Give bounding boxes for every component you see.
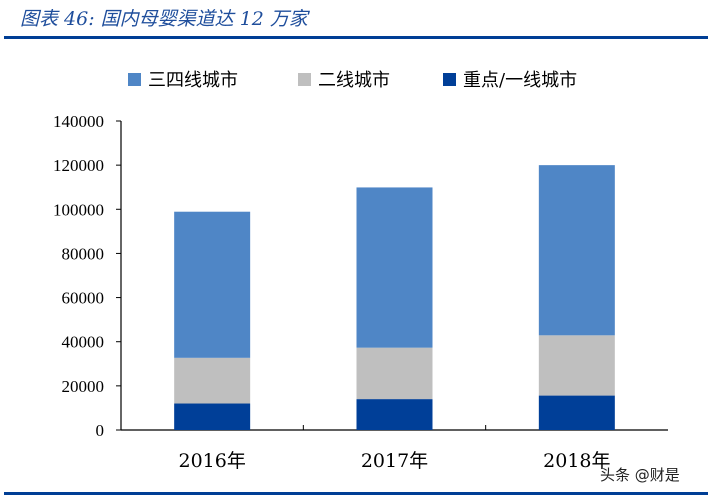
- bar-segment: [174, 357, 251, 404]
- y-tick-label: 100000: [53, 200, 104, 219]
- y-tick-label: 40000: [62, 333, 105, 352]
- y-tick-label: 20000: [62, 377, 105, 396]
- figure-title: 图表 46: 国内母婴渠道达 12 万家: [20, 8, 308, 30]
- title-rule: [4, 36, 708, 39]
- bar-segment: [538, 395, 615, 430]
- legend-swatch: [298, 73, 311, 86]
- footer-rule: [4, 492, 708, 495]
- bar-segment: [174, 403, 251, 430]
- legend-label: 重点/一线城市: [463, 70, 577, 91]
- watermark: 头条 @财是: [600, 466, 680, 484]
- x-tick-label: 2018年: [543, 450, 610, 472]
- bar-segment: [356, 399, 433, 430]
- x-tick-label: 2017年: [361, 450, 428, 472]
- bar-segment: [538, 165, 615, 336]
- legend-label: 三四线城市: [148, 70, 238, 91]
- y-tick-label: 0: [96, 421, 105, 440]
- legend-label: 二线城市: [318, 70, 390, 91]
- y-tick-label: 140000: [53, 112, 104, 131]
- bar-segment: [538, 335, 615, 396]
- bar-segment: [356, 347, 433, 400]
- y-tick-label: 60000: [62, 289, 105, 308]
- y-tick-label: 80000: [62, 244, 105, 263]
- x-tick-label: 2016年: [178, 450, 245, 472]
- bar-segment: [356, 187, 433, 348]
- legend-swatch: [443, 73, 456, 86]
- bar-segment: [174, 211, 251, 358]
- y-tick-label: 120000: [53, 156, 104, 175]
- legend-swatch: [128, 73, 141, 86]
